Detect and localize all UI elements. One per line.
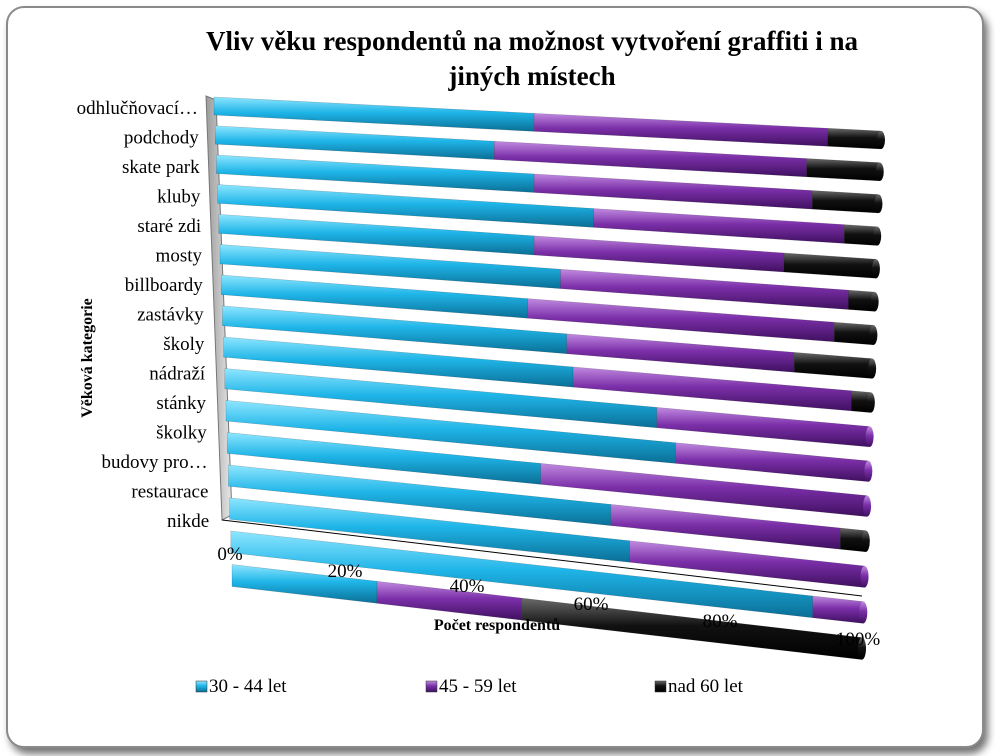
bar-skate-park-45-59-let xyxy=(533,173,813,210)
bar-podchody-nad-60-let xyxy=(806,158,880,182)
category-label-podchody: podchody xyxy=(124,128,199,149)
bar-end-zast-vky xyxy=(868,358,877,379)
chart-title-line-2: jiných místech xyxy=(447,61,615,91)
bar-kolky-45-59-let xyxy=(540,463,868,517)
bar-odhlu-ovac-30-44-let xyxy=(213,96,535,132)
legend-swatch-nad-60 xyxy=(654,680,667,693)
bar-koly-nad-60-let xyxy=(851,390,872,413)
bar-star-zdi-nad-60-let xyxy=(783,252,877,279)
category-label-restaurace: restaurace xyxy=(131,482,208,503)
bar-star-zdi-45-59-let xyxy=(533,235,785,273)
x-tick-0: 0% xyxy=(217,544,243,565)
bar-nikde-45-59-let xyxy=(812,595,864,624)
bar-skate-park-30-44-let xyxy=(216,154,535,193)
bar-podchody-45-59-let xyxy=(494,141,807,178)
bar-end-st-nky xyxy=(864,460,873,482)
bar-zast-vky-30-44-let xyxy=(222,305,568,354)
bars-group xyxy=(213,96,885,660)
bar-end-nikde xyxy=(859,601,868,624)
category-label-koly: školy xyxy=(163,334,205,355)
x-tick-20: 20% xyxy=(328,561,363,582)
category-label-zast-vky: zastávky xyxy=(137,305,204,326)
legend-swatch-45-59 xyxy=(425,680,438,693)
bar-end-mosty xyxy=(870,292,879,312)
legend-label-45-59: 45 - 59 let xyxy=(439,676,517,697)
bar-odhlu-ovac-nad-60-let xyxy=(827,128,882,150)
bar-end-kolky xyxy=(863,495,872,517)
bar-end-kluby xyxy=(873,226,882,246)
x-tick-60: 60% xyxy=(574,594,609,615)
x-tick-80: 80% xyxy=(703,611,738,632)
bar-kolky-30-44-let xyxy=(226,432,541,485)
bar-end-billboardy xyxy=(869,325,878,345)
legend-label-30-44: 30 - 44 let xyxy=(209,676,287,697)
bar-zast-vky-nad-60-let xyxy=(793,352,873,379)
bar-n-dra-45-59-let xyxy=(656,407,870,448)
legend-swatch-30-44 xyxy=(195,680,208,693)
x-tick-labels: 0% 20% 40% 60% 80% 100% xyxy=(217,544,880,650)
category-label-odhlu-ovac: odhlučňovací… xyxy=(77,98,198,119)
x-tick-100: 100% xyxy=(836,629,881,650)
category-label-n-dra: nádraží xyxy=(149,364,206,385)
category-label-mosty: mosty xyxy=(156,246,203,267)
chart-title-line-1: Vliv věku respondentů na možnost vytvoře… xyxy=(206,26,859,56)
legend: 30 - 44 let 45 - 59 let nad 60 let xyxy=(195,676,744,697)
category-label-kluby: kluby xyxy=(157,187,201,208)
bar-restaurace-45-59-let xyxy=(629,540,865,588)
y-axis-label: Věková kategorie xyxy=(79,298,96,418)
bar-billboardy-nad-60-let xyxy=(834,321,874,346)
bar-end-star-zdi xyxy=(871,259,880,279)
bar-koly-30-44-let xyxy=(223,336,574,388)
bar-end-koly xyxy=(866,392,875,413)
bar-zast-vky-45-59-let xyxy=(566,333,795,373)
category-label-nikde: nikde xyxy=(167,511,209,532)
x-tick-40: 40% xyxy=(450,576,485,597)
x-axis-label: Počet respondentů xyxy=(434,617,560,634)
bar-podchody-30-44-let xyxy=(214,125,495,160)
bar-end-budovy-pro xyxy=(861,530,870,552)
bar-end-restaurace xyxy=(860,565,869,588)
bar-extra-row-45-59-let xyxy=(376,581,523,621)
bar-end-skate-park xyxy=(874,194,883,214)
category-label-billboardy: billboardy xyxy=(125,275,204,296)
bar-star-zdi-30-44-let xyxy=(218,214,535,256)
bar-end-n-dra xyxy=(865,426,874,447)
floor-edge xyxy=(221,519,863,597)
category-labels: odhlučňovací… podchody skate park kluby star… xyxy=(77,98,210,532)
category-label-kolky: školky xyxy=(156,423,207,444)
bar-end-odhlu-ovac xyxy=(877,131,885,150)
bar-st-nky-45-59-let xyxy=(675,442,869,482)
bar-st-nky-30-44-let xyxy=(225,400,676,464)
bar-kluby-nad-60-let xyxy=(843,224,878,246)
category-label-skate-park: skate park xyxy=(122,157,200,178)
bar-end-extra-row xyxy=(858,637,866,660)
bar-mosty-45-59-let xyxy=(560,268,849,310)
bar-mosty-nad-60-let xyxy=(848,289,875,312)
category-label-budovy-pro: budovy pro… xyxy=(102,452,208,473)
bar-skate-park-nad-60-let xyxy=(812,190,879,214)
category-label-st-nky: stánky xyxy=(156,393,206,414)
category-label-star-zdi: staré zdi xyxy=(137,216,201,237)
bar-end-podchody xyxy=(875,162,884,181)
bar-odhlu-ovac-45-59-let xyxy=(533,113,828,147)
legend-label-nad-60: nad 60 let xyxy=(668,676,744,697)
bar-nikde-30-44-let xyxy=(230,530,813,618)
bar-kluby-45-59-let xyxy=(593,208,845,244)
